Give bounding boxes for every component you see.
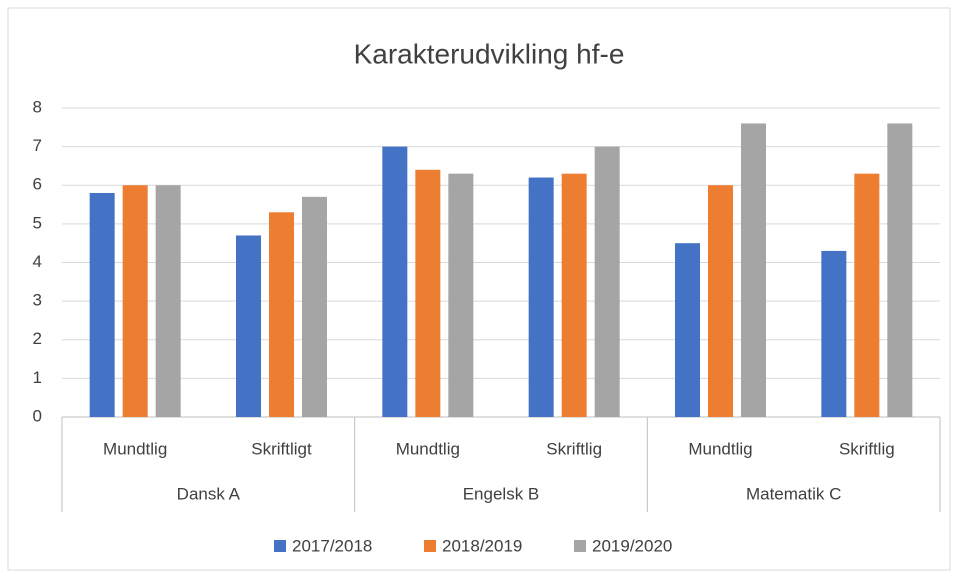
y-tick-label: 1 [33, 368, 42, 387]
group-label: Engelsk B [463, 484, 540, 503]
bar [708, 185, 733, 417]
bar [155, 185, 181, 417]
bar [448, 173, 474, 417]
y-tick-label: 0 [33, 406, 42, 425]
x-tick-label: Skriftlig [839, 439, 895, 458]
legend-swatch [424, 540, 436, 552]
y-tick-label: 3 [33, 291, 42, 310]
bar [854, 173, 880, 417]
y-tick-label: 6 [33, 175, 42, 194]
bar [887, 123, 913, 417]
bar [594, 146, 620, 417]
bar [561, 173, 587, 417]
bar [302, 196, 327, 417]
y-tick-label: 7 [33, 136, 42, 155]
x-tick-label: Mundtlig [103, 439, 167, 458]
bar [821, 250, 847, 417]
x-tick-label: Skriftlig [546, 439, 602, 458]
legend-label: 2018/2019 [442, 536, 522, 555]
x-tick-label: Mundtlig [688, 439, 752, 458]
x-tick-label: Skriftligt [251, 439, 312, 458]
chart-title: Karakterudvikling hf-e [354, 38, 625, 69]
legend-label: 2017/2018 [292, 536, 372, 555]
group-label: Matematik C [746, 484, 841, 503]
legend-label: 2019/2020 [592, 536, 672, 555]
y-tick-label: 4 [33, 252, 42, 271]
bar [122, 185, 148, 417]
bar [741, 123, 766, 417]
bar [269, 212, 294, 417]
bar [236, 235, 261, 417]
bar [415, 169, 441, 417]
bar [675, 243, 700, 417]
bar [89, 192, 115, 417]
y-tick-label: 5 [33, 213, 42, 232]
y-tick-label: 8 [33, 97, 42, 116]
legend-swatch [274, 540, 286, 552]
x-tick-label: Mundtlig [396, 439, 460, 458]
legend-swatch [574, 540, 586, 552]
bar [528, 177, 554, 417]
y-tick-label: 2 [33, 329, 42, 348]
group-label: Dansk A [177, 484, 241, 503]
bar [382, 146, 408, 417]
